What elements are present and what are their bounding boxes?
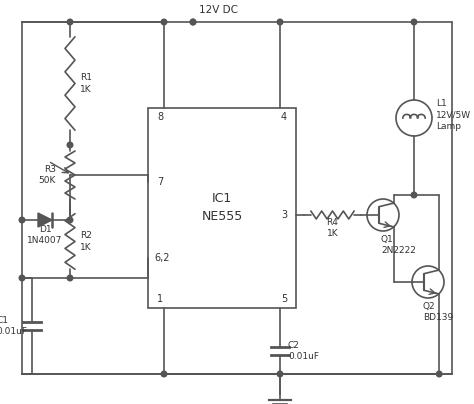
Circle shape [411, 19, 417, 25]
Circle shape [67, 142, 73, 148]
Circle shape [437, 371, 442, 377]
Circle shape [19, 217, 25, 223]
Circle shape [67, 19, 73, 25]
Circle shape [190, 19, 196, 25]
Text: IC1: IC1 [212, 191, 232, 204]
Text: Q2
BD139: Q2 BD139 [423, 302, 453, 322]
Circle shape [411, 192, 417, 198]
Text: 5: 5 [281, 294, 287, 304]
Bar [148, 108, 296, 308]
Text: 6,2: 6,2 [154, 253, 170, 263]
Text: 12V DC: 12V DC [199, 5, 238, 15]
Circle shape [277, 371, 283, 377]
Circle shape [161, 371, 167, 377]
Circle shape [161, 19, 167, 25]
Text: 8: 8 [157, 112, 163, 122]
Text: R3
50K: R3 50K [38, 165, 56, 185]
Circle shape [190, 19, 196, 25]
Text: R4
1K: R4 1K [327, 218, 338, 238]
Circle shape [67, 275, 73, 281]
Text: L1
12V/5W
Lamp: L1 12V/5W Lamp [436, 99, 471, 130]
Text: C1
0.01uF: C1 0.01uF [0, 316, 27, 336]
Circle shape [67, 217, 73, 223]
Text: NE555: NE555 [201, 210, 243, 223]
Text: 7: 7 [157, 177, 163, 187]
Text: R1
1K: R1 1K [80, 74, 92, 94]
Circle shape [277, 19, 283, 25]
Text: D1
1N4007: D1 1N4007 [27, 225, 63, 245]
Text: Q1
2N2222: Q1 2N2222 [381, 235, 416, 255]
Polygon shape [38, 213, 52, 227]
Circle shape [19, 275, 25, 281]
Text: R2
1K: R2 1K [80, 231, 92, 252]
Text: C2
0.01uF: C2 0.01uF [288, 341, 319, 361]
Text: 3: 3 [281, 210, 287, 220]
Text: 1: 1 [157, 294, 163, 304]
Text: 4: 4 [281, 112, 287, 122]
